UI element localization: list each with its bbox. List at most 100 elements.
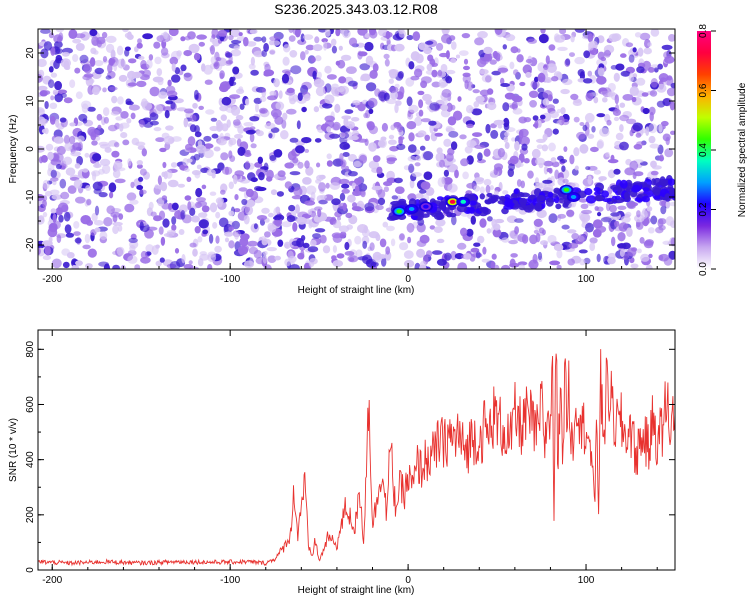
speckle — [388, 86, 399, 93]
speckle — [273, 215, 282, 221]
speckle — [72, 38, 82, 44]
speckle — [585, 92, 594, 102]
speckle — [415, 155, 422, 162]
speckle — [53, 60, 60, 70]
speckle — [309, 239, 317, 247]
speckle — [219, 70, 225, 79]
speckle — [91, 170, 101, 177]
speckle — [120, 132, 128, 139]
speckle — [436, 258, 447, 266]
speckle — [236, 138, 242, 147]
speckle — [225, 60, 234, 65]
speckle — [649, 90, 658, 97]
speckle — [194, 226, 201, 234]
speckle — [300, 249, 305, 260]
speckle — [605, 151, 610, 158]
speckle — [38, 58, 47, 68]
signal-speckle — [469, 200, 477, 206]
speckle — [50, 169, 57, 178]
speckle — [224, 231, 234, 237]
speckle — [619, 124, 624, 133]
speckle — [509, 262, 520, 268]
speckle — [474, 177, 485, 182]
speckle — [532, 115, 539, 121]
speckle — [347, 80, 358, 87]
speckle — [338, 76, 347, 84]
speckle — [570, 35, 575, 43]
speckle — [303, 93, 311, 102]
speckle — [221, 96, 232, 106]
speckle — [477, 31, 488, 39]
colorbar-tick-label: 0.4 — [698, 143, 709, 157]
speckle — [336, 253, 345, 259]
speckle — [264, 122, 276, 130]
speckle — [419, 234, 430, 244]
speckle — [341, 188, 350, 194]
spectrogram-speckles — [38, 29, 675, 269]
speckle — [378, 91, 387, 102]
speckle — [571, 233, 580, 240]
speckle — [537, 72, 546, 83]
speckle — [369, 29, 376, 34]
signal-speckle — [651, 178, 657, 186]
speckle — [331, 45, 337, 54]
speckle — [528, 90, 539, 99]
speckle — [647, 227, 655, 234]
speckle — [228, 226, 235, 231]
speckle — [171, 224, 177, 231]
speckle — [487, 216, 493, 222]
speckle — [419, 189, 427, 194]
speckle — [629, 129, 634, 137]
speckle — [256, 130, 264, 137]
speckle — [620, 53, 627, 58]
speckle — [542, 98, 550, 106]
speckle — [233, 208, 241, 213]
speckle — [665, 200, 671, 209]
speckle — [156, 68, 163, 77]
y-tick-label: 200 — [25, 506, 36, 523]
speckle — [534, 120, 539, 129]
speckle — [139, 189, 147, 195]
speckle — [303, 34, 314, 40]
speckle — [663, 51, 672, 59]
speckle — [326, 160, 333, 167]
speckle — [655, 226, 664, 234]
speckle — [596, 113, 606, 118]
speckle — [549, 260, 561, 266]
speckle — [270, 189, 278, 196]
speckle — [59, 117, 67, 123]
speckle — [321, 38, 329, 43]
speckle — [102, 56, 108, 63]
speckle — [111, 150, 120, 158]
speckle — [658, 218, 667, 225]
speckle — [352, 130, 359, 137]
speckle — [243, 214, 250, 225]
speckle — [341, 183, 350, 189]
speckle — [458, 50, 469, 56]
speckle — [384, 58, 390, 67]
speckle — [239, 179, 251, 184]
speckle — [540, 29, 546, 34]
speckle — [284, 258, 291, 267]
speckle — [668, 250, 675, 260]
signal-speckle — [613, 198, 625, 204]
speckle — [264, 231, 271, 238]
speckle — [128, 104, 140, 111]
speckle — [58, 32, 64, 42]
snr-panel: -200 -100 0 100 0 200 400 600 800 Height of stra… — [8, 329, 676, 596]
speckle — [51, 194, 63, 200]
speckle — [85, 185, 91, 191]
speckle — [535, 232, 541, 243]
speckle — [645, 264, 653, 269]
speckle — [530, 80, 540, 89]
speckle — [184, 167, 190, 173]
speckle — [619, 141, 629, 151]
speckle — [161, 195, 168, 201]
signal-speckle — [436, 196, 444, 201]
speckle — [338, 202, 348, 210]
speckle — [607, 159, 619, 164]
speckle — [493, 167, 498, 176]
speckle — [180, 64, 187, 72]
speckle — [561, 165, 566, 172]
speckle — [241, 205, 251, 213]
